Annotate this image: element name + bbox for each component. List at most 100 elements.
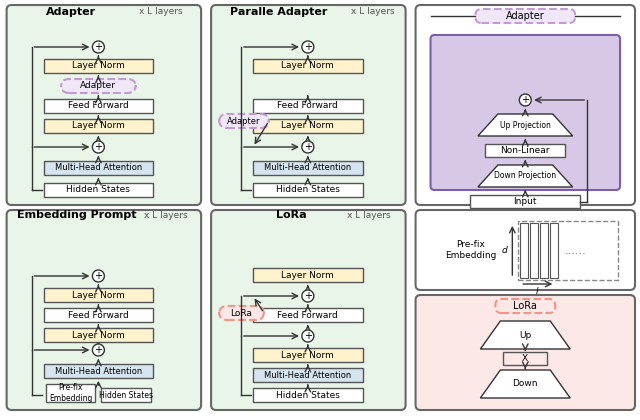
FancyBboxPatch shape (540, 223, 548, 278)
FancyBboxPatch shape (6, 5, 201, 205)
FancyBboxPatch shape (44, 308, 153, 322)
FancyBboxPatch shape (550, 223, 558, 278)
Text: Layer Norm: Layer Norm (282, 121, 334, 131)
FancyBboxPatch shape (44, 161, 153, 175)
Text: Layer Norm: Layer Norm (282, 270, 334, 279)
Text: Hidden States: Hidden States (276, 391, 340, 399)
Text: +: + (522, 95, 529, 105)
FancyBboxPatch shape (253, 388, 363, 402)
Text: Layer Norm: Layer Norm (72, 291, 125, 299)
FancyBboxPatch shape (44, 99, 153, 113)
Text: Layer Norm: Layer Norm (72, 61, 125, 71)
FancyBboxPatch shape (495, 299, 556, 313)
Text: Adapter: Adapter (506, 11, 545, 21)
Text: Hidden States: Hidden States (67, 186, 131, 194)
FancyBboxPatch shape (415, 210, 635, 290)
Text: +: + (304, 142, 312, 152)
Circle shape (519, 94, 531, 106)
Circle shape (302, 330, 314, 342)
Text: Multi-Head Attention: Multi-Head Attention (55, 367, 142, 375)
Text: +: + (94, 345, 102, 355)
Text: Hidden States: Hidden States (99, 391, 154, 399)
Text: Paralle Adapter: Paralle Adapter (230, 7, 328, 17)
FancyBboxPatch shape (520, 223, 528, 278)
Text: +: + (304, 42, 312, 52)
Text: Feed Forward: Feed Forward (278, 310, 338, 320)
Text: X: X (522, 354, 529, 363)
FancyBboxPatch shape (61, 79, 136, 93)
Text: ......: ...... (564, 246, 586, 255)
Text: Non-Linear: Non-Linear (500, 146, 550, 155)
Text: Feed Forward: Feed Forward (68, 310, 129, 320)
Text: x L layers: x L layers (347, 210, 390, 220)
FancyBboxPatch shape (476, 9, 575, 23)
Polygon shape (481, 370, 570, 398)
FancyBboxPatch shape (44, 288, 153, 302)
Text: d: d (502, 246, 508, 255)
Circle shape (302, 41, 314, 53)
Text: Up Projection: Up Projection (500, 121, 551, 129)
Text: +: + (304, 291, 312, 301)
Text: Multi-Head Attention: Multi-Head Attention (264, 163, 351, 173)
Circle shape (302, 290, 314, 302)
FancyBboxPatch shape (253, 161, 363, 175)
FancyBboxPatch shape (253, 368, 363, 382)
FancyBboxPatch shape (101, 388, 151, 402)
FancyBboxPatch shape (44, 328, 153, 342)
Text: Embedding Prompt: Embedding Prompt (17, 210, 136, 220)
FancyBboxPatch shape (219, 114, 269, 128)
Text: Layer Norm: Layer Norm (72, 331, 125, 339)
FancyBboxPatch shape (211, 210, 406, 410)
Text: Pre-fix
Embedding: Pre-fix Embedding (49, 383, 92, 403)
FancyBboxPatch shape (44, 364, 153, 378)
Text: LoRa: LoRa (276, 210, 306, 220)
FancyBboxPatch shape (219, 306, 264, 320)
Text: Adapter: Adapter (46, 7, 97, 17)
FancyBboxPatch shape (44, 59, 153, 73)
Text: x L layers: x L layers (140, 8, 183, 16)
Text: LoRa: LoRa (513, 301, 537, 311)
Text: Feed Forward: Feed Forward (68, 102, 129, 110)
Text: x L layers: x L layers (145, 210, 188, 220)
Text: Pre-fix
Embedding: Pre-fix Embedding (445, 240, 496, 260)
Text: +: + (94, 271, 102, 281)
Circle shape (92, 344, 104, 356)
Circle shape (302, 141, 314, 153)
Circle shape (92, 41, 104, 53)
FancyBboxPatch shape (485, 144, 565, 157)
Text: Adapter: Adapter (227, 116, 260, 126)
Text: Layer Norm: Layer Norm (282, 351, 334, 360)
FancyBboxPatch shape (44, 119, 153, 133)
Text: Adapter: Adapter (81, 81, 116, 90)
Text: LoRa: LoRa (230, 309, 252, 318)
FancyBboxPatch shape (253, 268, 363, 282)
FancyBboxPatch shape (253, 99, 363, 113)
FancyBboxPatch shape (531, 223, 538, 278)
Polygon shape (478, 114, 573, 136)
FancyBboxPatch shape (470, 195, 580, 208)
FancyBboxPatch shape (253, 59, 363, 73)
FancyBboxPatch shape (415, 295, 635, 410)
FancyBboxPatch shape (253, 348, 363, 362)
Polygon shape (481, 321, 570, 349)
Text: Hidden States: Hidden States (276, 186, 340, 194)
Text: Feed Forward: Feed Forward (278, 102, 338, 110)
Text: Down Projection: Down Projection (494, 171, 556, 181)
FancyBboxPatch shape (211, 5, 406, 205)
FancyBboxPatch shape (503, 352, 547, 365)
Circle shape (92, 141, 104, 153)
Text: Multi-Head Attention: Multi-Head Attention (264, 370, 351, 380)
Circle shape (92, 270, 104, 282)
Text: Input: Input (513, 197, 537, 206)
FancyBboxPatch shape (431, 35, 620, 190)
FancyBboxPatch shape (45, 384, 95, 402)
Text: Up: Up (519, 331, 531, 339)
FancyBboxPatch shape (6, 210, 201, 410)
FancyBboxPatch shape (415, 5, 635, 205)
Text: Multi-Head Attention: Multi-Head Attention (55, 163, 142, 173)
FancyBboxPatch shape (44, 183, 153, 197)
Text: l: l (536, 286, 538, 296)
Text: Layer Norm: Layer Norm (72, 121, 125, 131)
FancyBboxPatch shape (253, 308, 363, 322)
Text: Layer Norm: Layer Norm (282, 61, 334, 71)
